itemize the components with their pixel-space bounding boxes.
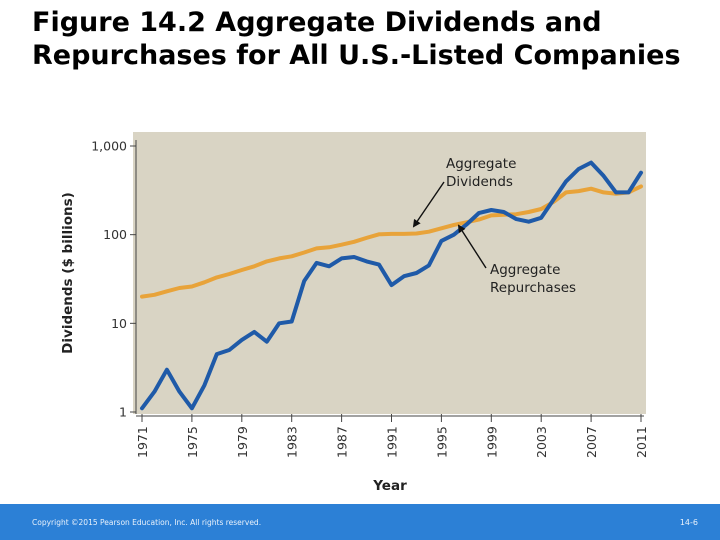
x-axis-title: Year <box>372 478 407 494</box>
chart: 1 10 100 1,000 1971 1975 1979 1983 1987 1991 1995… <box>60 132 649 494</box>
x-tick-label: 1995 <box>434 426 449 458</box>
dividends-arrow <box>412 181 445 228</box>
y-axis: 1 10 100 1,000 <box>91 139 137 420</box>
footer-bar: Copyright ©2015 Pearson Education, Inc. … <box>0 504 720 540</box>
y-tick-label: 100 <box>103 227 127 242</box>
dividends-label-line2: Dividends <box>446 174 513 190</box>
dividends-label-line1: Aggregate <box>446 156 516 172</box>
plot-area <box>133 132 646 414</box>
x-axis: 1971 1975 1979 1983 1987 1991 1995 1999 2003 2007… <box>135 414 649 458</box>
x-tick-label: 2011 <box>634 426 649 458</box>
annotations: Aggregate Dividends Aggregate Repurchases <box>412 156 576 296</box>
x-tick-label: 1991 <box>385 426 400 458</box>
series-lines <box>140 160 643 411</box>
x-tick-label: 2007 <box>584 426 599 458</box>
y-tick-label: 1 <box>119 405 127 420</box>
x-tick-label: 1983 <box>285 426 300 458</box>
repurchases-label-line1: Aggregate <box>490 262 560 278</box>
x-tick-label: 1999 <box>484 426 499 458</box>
y-axis-title: Dividends ($ billions) <box>60 192 76 354</box>
y-tick-label: 10 <box>111 316 127 331</box>
page-number: 14-6 <box>679 518 698 527</box>
x-tick-label: 1987 <box>335 426 350 458</box>
x-tick-label: 1975 <box>185 426 200 458</box>
slide-title: Figure 14.2 Aggregate Dividends and Repu… <box>32 7 681 71</box>
repurchases-arrow <box>457 224 487 269</box>
x-tick-label: 1979 <box>235 426 250 458</box>
dividends-line <box>140 184 643 299</box>
repurchases-label-line2: Repurchases <box>490 280 576 296</box>
repurchases-line <box>140 160 643 411</box>
y-tick-label: 1,000 <box>91 139 127 154</box>
x-tick-label: 1971 <box>135 426 150 458</box>
x-tick-label: 2003 <box>534 426 549 458</box>
footer-copyright: Copyright ©2015 Pearson Education, Inc. … <box>32 518 262 527</box>
